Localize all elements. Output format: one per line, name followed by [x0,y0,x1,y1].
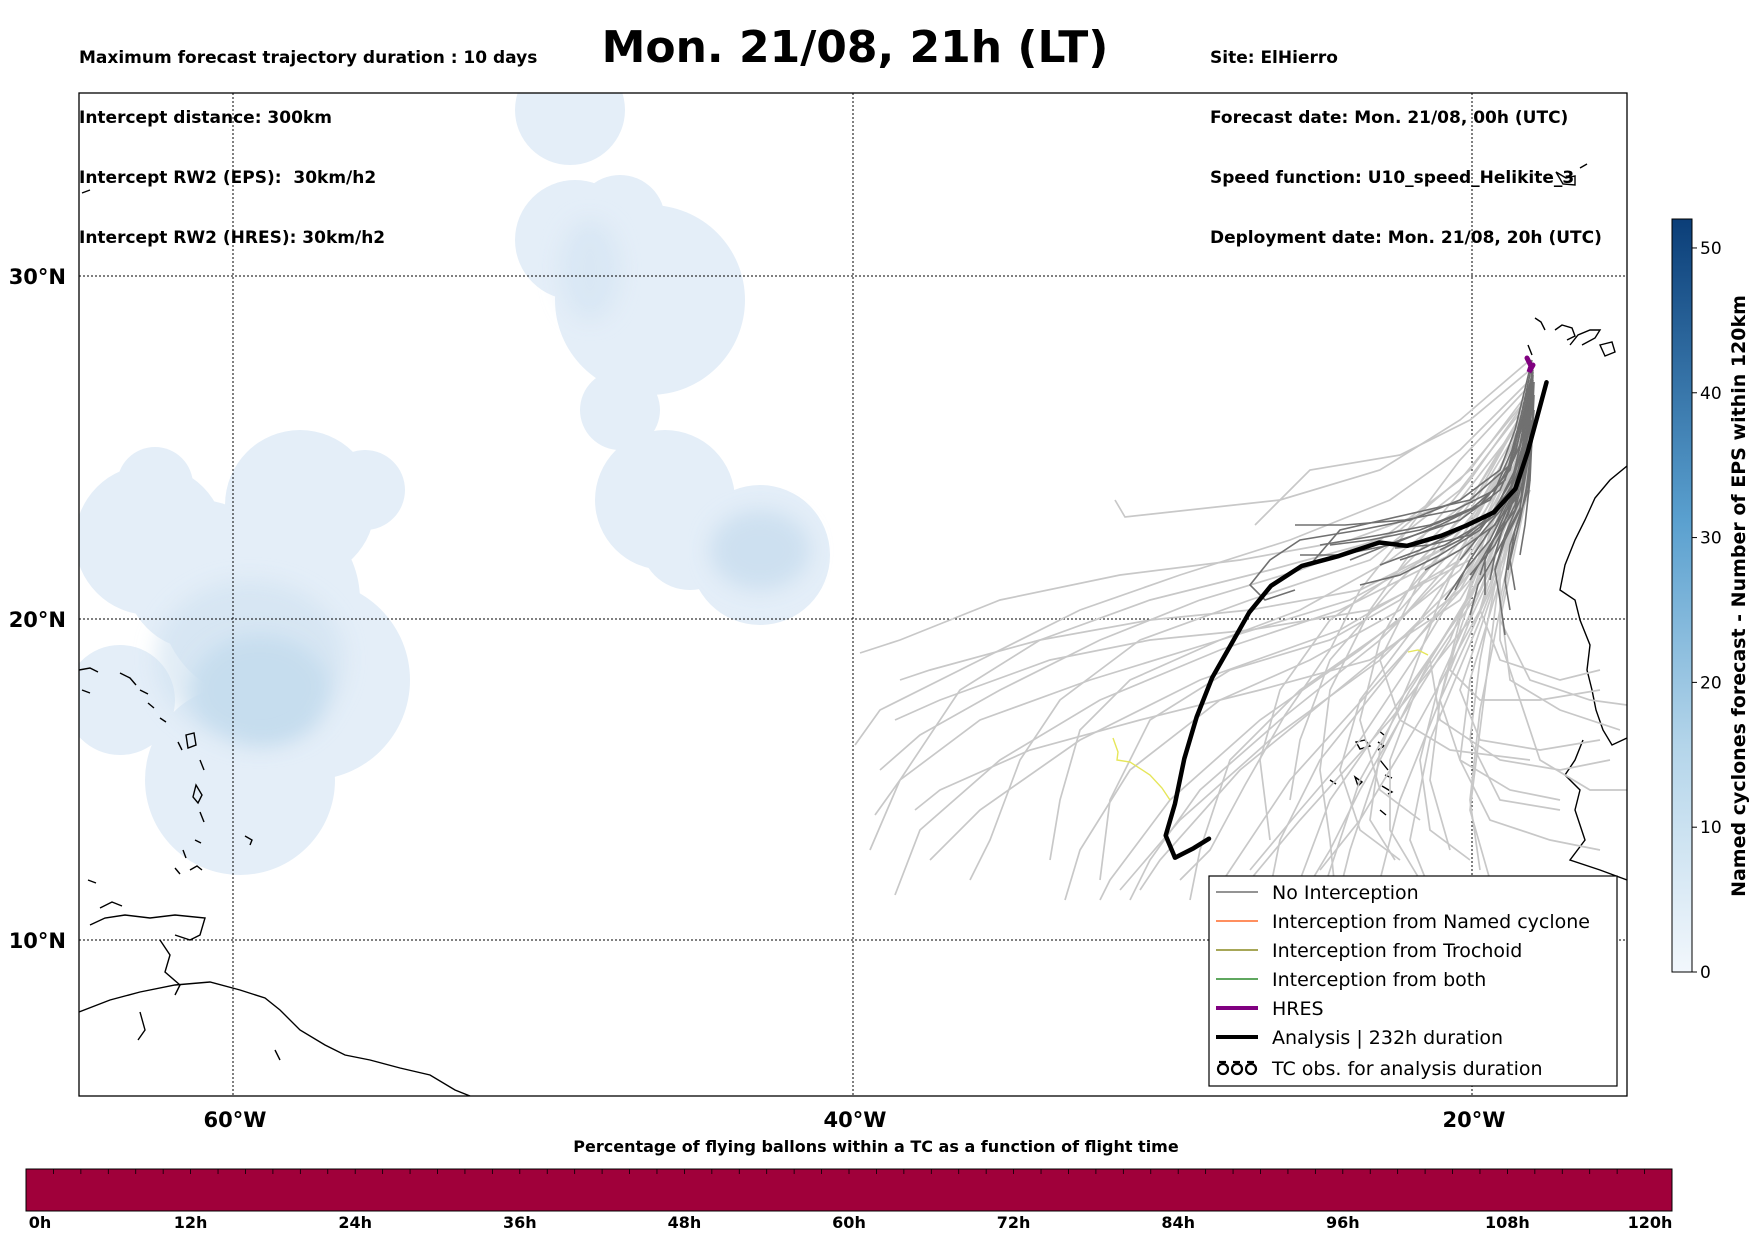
legend-label: HRES [1272,998,1324,1020]
analysis-track [1163,380,1549,860]
yellow-tracks [1112,649,1429,801]
longitude-labels: 60°W 40°W 20°W [204,1108,1506,1130]
page-title: Mon. 21/08, 21h (LT) [601,22,1109,73]
map-legend: No Interception Interception from Named … [1208,875,1618,1087]
legend-swatch-tc-symbols [1216,1060,1258,1076]
density-outer [79,93,830,875]
colorbar-tick-label: 20 [1700,673,1722,693]
timebar-title: Percentage of flying ballons within a TC… [573,1137,1179,1156]
header-left-line: Intercept distance: 300km [79,108,332,128]
timebar-tick-label: 72h [996,1213,1031,1232]
legend-label: No Interception [1272,882,1419,904]
coastlines [79,163,1627,1096]
colorbar-tick-label: 50 [1700,239,1722,259]
timebar-tick-label: 120h [1627,1213,1673,1232]
colorbar-tick-label: 0 [1700,963,1711,983]
header-left-line: Intercept RW2 (HRES): 30km/h2 [79,228,386,248]
timebar [25,1168,1673,1212]
cyclone-density [79,93,830,875]
timebar-tick-label: 48h [667,1213,702,1232]
header-info-left: Maximum forecast trajectory duration : 1… [79,8,537,268]
timebar-tick-label: 24h [338,1213,373,1232]
lat-label: 30°N [9,265,66,289]
lon-label: 60°W [204,1108,267,1130]
timebar-tick-label: 60h [832,1213,866,1232]
trajectories [854,355,1627,901]
density-inner [155,220,810,745]
colorbar-tick-label: 10 [1700,818,1722,838]
latitude-labels: 30°N 20°N 10°N [9,265,66,953]
lon-label: 40°W [824,1108,887,1130]
header-right-line: Site: ElHierro [1210,48,1338,68]
map-frame [78,92,1628,1097]
legend-frame [1208,875,1618,1087]
lat-label: 20°N [9,608,66,632]
header-right-line: Forecast date: Mon. 21/08, 00h (UTC) [1210,108,1569,128]
lat-label: 10°N [9,929,66,953]
header-right-line: Deployment date: Mon. 21/08, 20h (UTC) [1210,228,1602,248]
timebar-tick-label: 36h [502,1213,537,1232]
colorbar-tick-label: 30 [1700,529,1722,549]
header-info-right: Site: ElHierro Forecast date: Mon. 21/08… [1210,8,1602,268]
timebar-tick-label: 96h [1325,1213,1360,1232]
hres-track [1524,355,1536,374]
header-right-line: Speed function: U10_speed_Helikite_3 [1210,168,1575,188]
header-left-line: Intercept RW2 (EPS): 30km/h2 [79,168,377,188]
colorbar: 0 10 20 30 40 50 Named cyclones forecast - Nu… [1671,218,1750,983]
timebar-tick-label: 0h [28,1213,52,1232]
timebar-tick-label: 12h [173,1213,208,1232]
legend-label: Interception from Named cyclone [1272,911,1590,933]
colorbar-gradient [1671,218,1693,973]
timebar-minor-ticks [53,1169,1645,1174]
colorbar-label: Named cyclones forecast - Number of EPS … [1728,295,1750,897]
header-left-line: Maximum forecast trajectory duration : 1… [79,48,538,68]
lon-label: 20°W [1443,1108,1506,1130]
timebar-tick-label: 108h [1484,1213,1530,1232]
colorbar-ticks: 0 10 20 30 40 50 [1692,239,1722,983]
colorbar-tick-label: 40 [1700,384,1722,404]
legend-label: Analysis | 232h duration [1272,1027,1503,1049]
timebar-tick-label: 84h [1161,1213,1196,1232]
forecast-map: 30°N 20°N 10°N 60°W 40°W 20°W No Interce… [9,92,1750,1130]
legend-label: Interception from Trochoid [1272,940,1522,962]
timebar-fill [25,1168,1673,1212]
legend-label: TC obs. for analysis duration [1271,1058,1543,1080]
legend-label: Interception from both [1272,969,1486,991]
